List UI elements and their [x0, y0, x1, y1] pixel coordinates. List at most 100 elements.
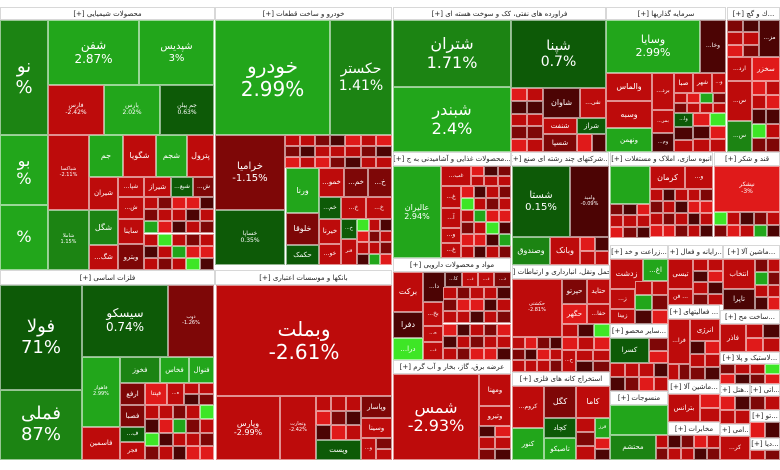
stock-tile[interactable]: شمس -2.93%	[393, 374, 479, 460]
stock-tile[interactable]: بترانس	[668, 394, 700, 422]
stock-tile[interactable]	[700, 225, 713, 237]
stock-tile[interactable]	[497, 311, 511, 324]
stock-tile[interactable]	[486, 210, 499, 222]
stock-tile[interactable]	[461, 198, 474, 210]
stock-tile[interactable]	[690, 341, 705, 354]
stock-tile[interactable]	[470, 287, 484, 300]
stock-tile[interactable]	[767, 297, 780, 310]
stock-tile[interactable]	[144, 221, 158, 234]
stock-tile[interactable]	[674, 93, 687, 103]
stock-tile[interactable]	[693, 113, 710, 126]
stock-tile[interactable]	[527, 113, 543, 127]
stock-tile[interactable]: شپنا 0.7%	[511, 20, 606, 88]
stock-tile[interactable]	[498, 198, 511, 210]
stock-tile[interactable]: ...وم	[652, 133, 674, 152]
stock-tile[interactable]	[610, 363, 625, 377]
stock-tile[interactable]	[705, 354, 720, 367]
stock-tile[interactable]: شیران	[89, 177, 118, 210]
stock-tile[interactable]	[479, 437, 495, 449]
stock-tile[interactable]	[635, 309, 652, 324]
sector-header[interactable]: ...محصولات غذایی و آشامیدنی به ج [+]	[393, 152, 511, 166]
stock-tile[interactable]	[471, 166, 485, 176]
sector-header[interactable]: ...زراعت و خد [+]	[610, 245, 668, 259]
stock-tile[interactable]	[380, 253, 392, 265]
stock-tile[interactable]	[483, 335, 498, 348]
stock-tile[interactable]	[316, 410, 331, 426]
stock-tile[interactable]: تیسی	[668, 259, 693, 289]
stock-tile[interactable]	[755, 259, 768, 272]
stock-tile[interactable]	[527, 126, 543, 140]
stock-tile[interactable]	[461, 186, 474, 198]
stock-tile[interactable]: وپست	[316, 440, 361, 460]
sector-header[interactable]: فلزات اساسی [+]	[0, 270, 215, 285]
stock-tile[interactable]: ...ح	[562, 350, 576, 372]
stock-tile[interactable]	[576, 432, 595, 446]
stock-tile[interactable]: ...ز	[610, 289, 635, 309]
stock-tile[interactable]	[576, 361, 593, 372]
stock-tile[interactable]	[186, 209, 200, 222]
stock-tile[interactable]	[315, 157, 330, 168]
stock-tile[interactable]	[300, 157, 315, 168]
stock-tile[interactable]	[636, 226, 650, 238]
stock-tile[interactable]: حتاید	[587, 279, 610, 304]
sector-header[interactable]: سرمایه گذاریها [+]	[606, 7, 726, 20]
stock-tile[interactable]	[752, 109, 766, 124]
stock-tile[interactable]	[594, 237, 609, 251]
stock-tile[interactable]	[527, 100, 543, 114]
stock-tile[interactable]	[524, 360, 537, 372]
stock-tile[interactable]	[186, 432, 201, 447]
stock-tile[interactable]: فارس -2.42%	[48, 85, 104, 135]
stock-tile[interactable]	[172, 233, 186, 246]
stock-tile[interactable]: ...د	[478, 272, 494, 287]
stock-tile[interactable]	[483, 299, 498, 312]
stock-tile[interactable]	[495, 437, 511, 449]
stock-tile[interactable]	[199, 383, 214, 394]
stock-tile[interactable]	[443, 299, 457, 312]
stock-tile[interactable]	[662, 201, 676, 213]
stock-tile[interactable]	[752, 137, 766, 152]
stock-tile[interactable]	[766, 109, 780, 124]
stock-tile[interactable]: برکت	[393, 272, 423, 312]
stock-tile[interactable]	[461, 222, 474, 234]
stock-tile[interactable]	[172, 257, 186, 270]
stock-tile[interactable]: جم پیلن 0.63%	[160, 85, 214, 135]
stock-tile[interactable]	[687, 201, 701, 213]
stock-tile[interactable]: عالیران 2.94%	[393, 166, 441, 258]
stock-tile[interactable]	[714, 212, 728, 225]
stock-tile[interactable]	[662, 189, 676, 201]
stock-tile[interactable]: ...مز	[759, 20, 780, 57]
sector-header[interactable]: خودرو و ساخت قطعات [+]	[215, 7, 392, 20]
stock-tile[interactable]	[537, 348, 550, 361]
stock-tile[interactable]: شپدیس 3%	[139, 20, 214, 85]
stock-tile[interactable]	[687, 103, 700, 113]
stock-tile[interactable]: حگهر	[562, 304, 587, 324]
stock-tile[interactable]: نیشکر -3%	[714, 166, 780, 212]
stock-tile[interactable]: ...آ	[441, 208, 461, 228]
stock-tile[interactable]	[461, 246, 474, 258]
stock-tile[interactable]	[158, 233, 172, 246]
stock-tile[interactable]	[537, 360, 550, 372]
stock-tile[interactable]	[610, 405, 668, 435]
sector-header[interactable]: ...رایانه و فعال [+]	[668, 245, 723, 259]
stock-tile[interactable]	[443, 323, 457, 336]
stock-tile[interactable]: شپاکسا -2.11%	[48, 135, 89, 210]
stock-tile[interactable]	[511, 113, 527, 127]
stock-tile[interactable]	[763, 338, 780, 352]
stock-tile[interactable]	[766, 212, 780, 225]
stock-tile[interactable]	[610, 204, 624, 216]
sector-header[interactable]: ...حمل ونقل، انبارداری و ارتباطات [+]	[512, 265, 610, 279]
stock-tile[interactable]	[700, 103, 713, 113]
stock-tile[interactable]	[158, 221, 172, 234]
stock-tile[interactable]	[675, 213, 688, 225]
stock-tile[interactable]	[497, 335, 511, 348]
stock-tile[interactable]	[186, 418, 201, 433]
stock-tile[interactable]: شتران 1.71%	[393, 20, 511, 87]
stock-tile[interactable]	[486, 222, 499, 234]
stock-tile[interactable]: شاوان	[543, 88, 580, 118]
stock-tile[interactable]	[199, 394, 214, 405]
stock-tile[interactable]: کاما	[576, 386, 610, 418]
stock-tile[interactable]	[345, 146, 361, 157]
stock-tile[interactable]	[705, 341, 720, 354]
stock-tile[interactable]	[537, 337, 550, 349]
stock-tile[interactable]	[668, 435, 681, 448]
